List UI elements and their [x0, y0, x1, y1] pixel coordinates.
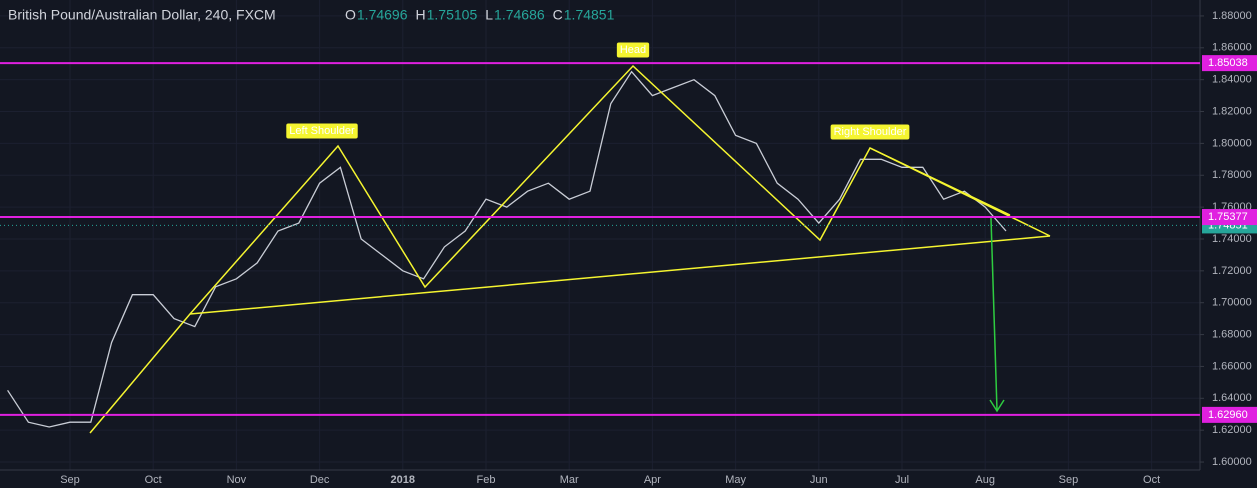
ohlc-key: L [485, 7, 493, 23]
grid [0, 0, 1200, 470]
ohlc-key: O [345, 7, 356, 23]
y-tick-label: 1.68000 [1212, 328, 1252, 340]
annotation-label: Left Shoulder [289, 125, 355, 137]
annotation: Right Shoulder [830, 124, 910, 140]
level-label: 1.85038 [1208, 57, 1248, 69]
annotation-badge [616, 42, 650, 58]
neckline [189, 235, 1051, 315]
x-tick-label: Feb [477, 474, 496, 486]
y-tick-label: 1.80000 [1212, 137, 1252, 149]
x-tick-label: Nov [227, 474, 247, 486]
ohlc-value: 1.74851 [564, 7, 615, 23]
x-tick-label: Sep [60, 474, 80, 486]
y-tick-label: 1.84000 [1212, 74, 1252, 86]
x-tick-label: Oct [1143, 474, 1160, 486]
x-tick-label: Dec [310, 474, 330, 486]
y-tick-label: 1.88000 [1212, 10, 1252, 22]
zigzag-line [89, 64, 1011, 434]
annotation-badge [830, 124, 910, 140]
x-tick-label: May [725, 474, 746, 486]
x-tick-label: Sep [1059, 474, 1079, 486]
x-tick-label: Mar [560, 474, 579, 486]
y-tick-label: 1.66000 [1212, 360, 1252, 372]
annotation-badge [286, 123, 358, 139]
y-tick-label: 1.82000 [1212, 105, 1252, 117]
y-tick-label: 1.74000 [1212, 233, 1252, 245]
ohlc-value: 1.75105 [427, 7, 478, 23]
y-tick-label: 1.72000 [1212, 265, 1252, 277]
price-line [7, 70, 1007, 428]
y-tick-label: 1.86000 [1212, 42, 1252, 54]
y-tick-label: 1.60000 [1212, 456, 1252, 468]
right-shoulder-line [869, 147, 1051, 237]
pattern-drawing [89, 64, 1051, 434]
annotation-label: Right Shoulder [834, 126, 907, 138]
ohlc-value: 1.74696 [357, 7, 408, 23]
annotation-label: Head [620, 44, 646, 56]
level-label: 1.75377 [1208, 211, 1248, 223]
x-tick-label: Jun [810, 474, 828, 486]
ohlc-value: 1.74686 [494, 7, 545, 23]
y-tick-label: 1.64000 [1212, 392, 1252, 404]
y-tick-label: 1.62000 [1212, 424, 1252, 436]
y-tick-label: 1.70000 [1212, 297, 1252, 309]
level-badge [1202, 55, 1257, 72]
x-tick-label: 2018 [391, 474, 415, 486]
annotation: Head [616, 42, 650, 58]
target-arrow [989, 217, 1005, 413]
arrow-head [989, 399, 1005, 413]
chart-title: British Pound/Australian Dollar, 240, FX… [8, 7, 276, 23]
ohlc-key: C [553, 7, 563, 23]
x-tick-label: Jul [895, 474, 909, 486]
x-tick-label: Oct [145, 474, 162, 486]
y-tick-label: 1.78000 [1212, 169, 1252, 181]
level-badge [1202, 209, 1257, 226]
x-tick-label: Aug [975, 474, 995, 486]
level-badge [1202, 406, 1257, 423]
ohlc-key: H [416, 7, 426, 23]
level-label: 1.62960 [1208, 409, 1248, 421]
annotation: Left Shoulder [286, 123, 358, 139]
arrow-shaft [990, 217, 998, 411]
x-tick-label: Apr [644, 474, 661, 486]
